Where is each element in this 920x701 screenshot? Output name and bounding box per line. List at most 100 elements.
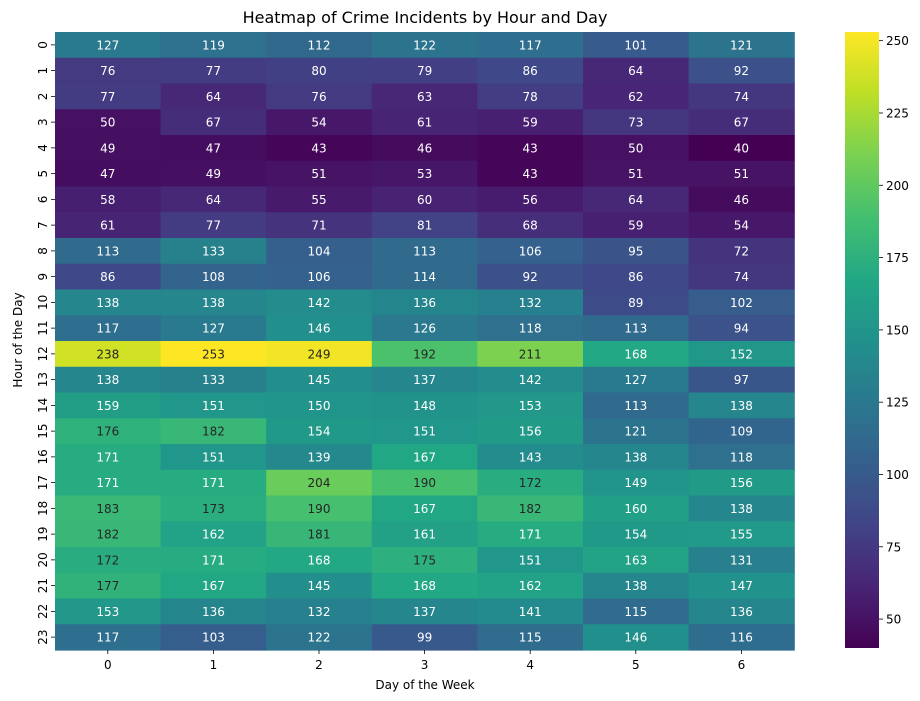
cell-value-label: 106 [519,244,542,258]
y-tick-label: 22 [36,604,50,619]
heatmap-cell [160,238,267,265]
cell-value-label: 118 [519,322,542,336]
heatmap-cell [266,263,373,291]
cell-value-label: 151 [519,553,542,567]
cell-value-label: 159 [96,399,119,413]
cell-value-label: 77 [206,64,221,78]
heatmap-cell [160,212,267,239]
cell-value-label: 145 [308,373,331,387]
heatmap-cell [477,572,584,600]
cell-value-label: 141 [519,605,542,619]
heatmap-cell [583,57,690,85]
heatmap-cell [688,315,795,342]
cell-value-label: 58 [100,193,115,207]
cell-value-label: 181 [308,528,331,542]
heatmap-cell [477,418,584,445]
cell-value-label: 192 [413,347,436,361]
heatmap-cell [160,32,267,59]
cell-value-label: 142 [519,373,542,387]
y-tick-label: 14 [36,398,50,413]
heatmap-cell [266,366,373,394]
heatmap-cell [55,135,162,162]
heatmap-cell [371,521,478,548]
heatmap-cell [266,598,373,625]
heatmap-cell [371,624,478,651]
heatmap-cell [583,186,690,213]
heatmap-cell [160,289,267,316]
cell-value-label: 119 [202,38,225,52]
heatmap-cell [688,135,795,162]
cell-value-label: 131 [730,553,753,567]
cell-value-label: 147 [730,579,753,593]
heatmap-cell [477,212,584,239]
heatmap-cell [688,32,795,59]
heatmap-cell [688,263,795,291]
heatmap-cell [266,238,373,265]
heatmap-cell [371,418,478,445]
y-tick-label: 16 [36,449,50,464]
cell-value-label: 80 [311,64,326,78]
cell-value-label: 78 [523,90,538,104]
cell-value-label: 152 [730,347,753,361]
cell-value-label: 50 [628,141,643,155]
heatmap-cell [583,624,690,651]
y-tick-label: 4 [36,144,50,152]
cell-value-label: 113 [413,244,436,258]
heatmap-cell [371,263,478,291]
x-axis-label: Day of the Week [375,678,474,692]
cell-value-label: 133 [202,373,225,387]
cell-value-label: 155 [730,528,753,542]
heatmap-cell [688,392,795,419]
heatmap-cell [266,469,373,497]
cell-value-label: 156 [730,476,753,490]
cell-value-label: 121 [624,425,647,439]
heatmap-cell [55,315,162,342]
heatmap-cell [55,418,162,445]
cell-value-label: 177 [96,579,119,593]
heatmap-cell [477,289,584,316]
cell-value-label: 172 [96,553,119,567]
y-tick-label: 3 [36,118,50,126]
heatmap-cell [477,315,584,342]
heatmap-cell [266,341,373,368]
heatmap-cell [55,495,162,522]
heatmap-cell [371,547,478,574]
heatmap-cell [160,57,267,85]
cell-value-label: 142 [308,296,331,310]
cell-value-label: 137 [413,373,436,387]
cell-value-label: 137 [413,605,436,619]
cell-value-label: 162 [519,579,542,593]
cell-value-label: 49 [100,141,115,155]
cell-value-label: 138 [624,450,647,464]
cell-value-label: 104 [308,244,331,258]
cell-value-label: 168 [308,553,331,567]
cell-value-label: 160 [624,502,647,516]
cell-value-label: 61 [417,116,432,130]
heatmap-cell [266,444,373,471]
heatmap-cell [371,186,478,213]
heatmap-cell [688,572,795,600]
cell-value-label: 97 [734,373,749,387]
heatmap-cell [266,547,373,574]
heatmap-cell [583,392,690,419]
heatmap-cell [55,186,162,213]
heatmap-cell [477,109,584,136]
cell-value-label: 122 [413,38,436,52]
heatmap-cell [160,598,267,625]
x-tick-label: 1 [210,658,218,672]
heatmap-cell [477,238,584,265]
heatmap-cell [688,238,795,265]
heatmap-cell [55,83,162,110]
cell-value-label: 138 [624,579,647,593]
heatmap-cell [266,57,373,85]
cell-value-label: 77 [100,90,115,104]
cell-value-label: 136 [202,605,225,619]
heatmap-cell [583,109,690,136]
heatmap-cell [266,521,373,548]
heatmap-cell [583,83,690,110]
cell-value-label: 118 [730,450,753,464]
heatmap-cell [688,186,795,213]
colorbar-gradient [845,32,879,648]
heatmap-cell [583,315,690,342]
